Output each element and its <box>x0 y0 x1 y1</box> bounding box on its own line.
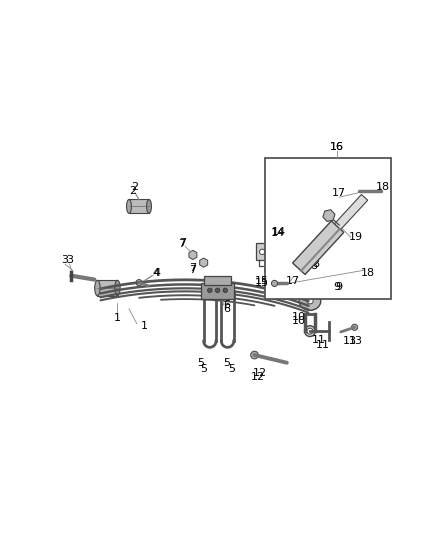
Text: 4: 4 <box>154 269 161 278</box>
Ellipse shape <box>95 280 100 296</box>
Circle shape <box>251 351 258 359</box>
Bar <box>129 199 149 213</box>
Text: 13: 13 <box>349 336 363 346</box>
Circle shape <box>287 274 294 281</box>
Text: 5: 5 <box>223 358 230 368</box>
Circle shape <box>307 328 313 334</box>
Text: 10: 10 <box>292 311 306 321</box>
Text: 18: 18 <box>360 269 375 278</box>
Text: 17: 17 <box>286 276 300 286</box>
Bar <box>256 243 284 260</box>
Bar <box>201 284 234 299</box>
Circle shape <box>284 271 298 285</box>
Circle shape <box>327 287 334 294</box>
Circle shape <box>215 288 220 293</box>
Text: 8: 8 <box>310 261 318 271</box>
Text: 7: 7 <box>189 265 197 276</box>
Text: 5: 5 <box>228 364 235 374</box>
Ellipse shape <box>307 298 313 304</box>
Ellipse shape <box>297 273 304 279</box>
Bar <box>204 276 231 285</box>
Text: 12: 12 <box>253 368 267 378</box>
Text: 12: 12 <box>251 372 265 382</box>
Text: 15: 15 <box>255 278 269 288</box>
Text: 16: 16 <box>330 142 344 152</box>
Text: 16: 16 <box>330 142 344 152</box>
Text: 2: 2 <box>131 182 139 192</box>
Text: 4: 4 <box>152 269 159 278</box>
Text: 10: 10 <box>291 316 305 326</box>
Text: 5: 5 <box>197 358 204 368</box>
Text: 5: 5 <box>200 364 207 374</box>
Text: 7: 7 <box>189 263 197 273</box>
Text: 9: 9 <box>333 282 340 292</box>
Ellipse shape <box>127 199 131 213</box>
Circle shape <box>272 280 278 287</box>
Circle shape <box>259 249 265 255</box>
Text: 19: 19 <box>349 232 363 242</box>
Text: 15: 15 <box>255 276 269 286</box>
Text: 9: 9 <box>335 282 342 292</box>
Text: 7: 7 <box>179 238 187 248</box>
Text: 1: 1 <box>141 321 148 331</box>
Ellipse shape <box>147 199 152 213</box>
Polygon shape <box>335 195 367 230</box>
Circle shape <box>208 288 212 293</box>
Text: 6: 6 <box>223 304 230 314</box>
Text: 7: 7 <box>178 239 185 249</box>
Ellipse shape <box>288 265 313 286</box>
Circle shape <box>304 326 315 336</box>
Text: 14: 14 <box>272 227 286 237</box>
Circle shape <box>223 288 228 293</box>
Circle shape <box>265 267 271 273</box>
Text: 2: 2 <box>129 186 136 196</box>
Circle shape <box>361 183 378 200</box>
Text: 14: 14 <box>271 228 285 238</box>
Circle shape <box>352 324 358 330</box>
Text: 1: 1 <box>114 313 121 323</box>
Circle shape <box>136 280 142 286</box>
Text: 11: 11 <box>316 340 330 350</box>
Ellipse shape <box>299 292 321 310</box>
Text: 6: 6 <box>223 300 230 310</box>
Text: 17: 17 <box>332 188 346 198</box>
Text: 13: 13 <box>343 336 357 346</box>
Polygon shape <box>293 221 344 274</box>
Text: 3: 3 <box>66 255 73 265</box>
Ellipse shape <box>115 280 120 296</box>
Bar <box>265 158 391 299</box>
Text: 18: 18 <box>376 182 390 192</box>
Text: 11: 11 <box>312 335 326 345</box>
Text: 3: 3 <box>62 255 69 265</box>
Circle shape <box>365 187 374 196</box>
Bar <box>97 280 117 296</box>
Circle shape <box>275 249 280 255</box>
Text: 8: 8 <box>313 259 320 269</box>
